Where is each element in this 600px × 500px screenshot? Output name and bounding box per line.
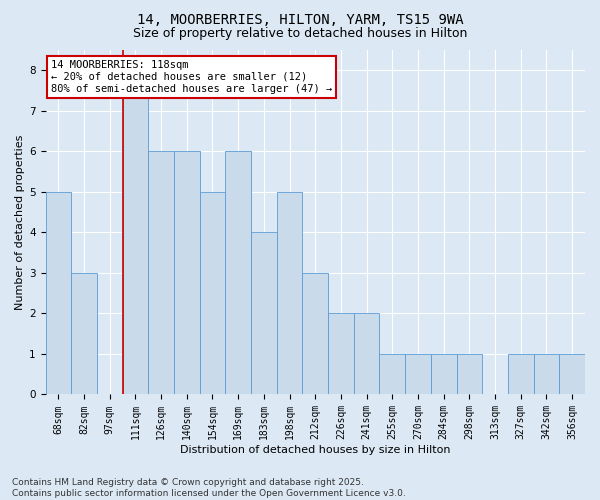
Bar: [277, 192, 302, 394]
Bar: [431, 354, 457, 395]
Bar: [46, 192, 71, 394]
Bar: [148, 152, 174, 394]
Text: 14 MOORBERRIES: 118sqm
← 20% of detached houses are smaller (12)
80% of semi-det: 14 MOORBERRIES: 118sqm ← 20% of detached…: [51, 60, 332, 94]
Bar: [379, 354, 405, 395]
Text: Contains HM Land Registry data © Crown copyright and database right 2025.
Contai: Contains HM Land Registry data © Crown c…: [12, 478, 406, 498]
Bar: [226, 152, 251, 394]
Text: Size of property relative to detached houses in Hilton: Size of property relative to detached ho…: [133, 28, 467, 40]
Bar: [251, 232, 277, 394]
Bar: [122, 70, 148, 394]
X-axis label: Distribution of detached houses by size in Hilton: Distribution of detached houses by size …: [180, 445, 451, 455]
Bar: [457, 354, 482, 395]
Text: 14, MOORBERRIES, HILTON, YARM, TS15 9WA: 14, MOORBERRIES, HILTON, YARM, TS15 9WA: [137, 12, 463, 26]
Bar: [405, 354, 431, 395]
Y-axis label: Number of detached properties: Number of detached properties: [15, 134, 25, 310]
Bar: [174, 152, 200, 394]
Bar: [354, 314, 379, 394]
Bar: [508, 354, 533, 395]
Bar: [328, 314, 354, 394]
Bar: [200, 192, 226, 394]
Bar: [533, 354, 559, 395]
Bar: [559, 354, 585, 395]
Bar: [302, 273, 328, 394]
Bar: [71, 273, 97, 394]
